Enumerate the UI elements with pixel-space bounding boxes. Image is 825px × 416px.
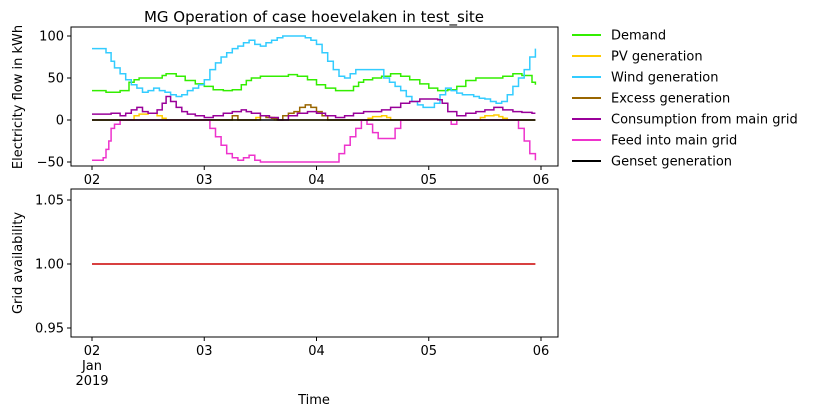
top-x-tick-label: 02 (84, 173, 101, 188)
top-y-axis-label: Electricity flow in kWh (11, 25, 26, 169)
legend: Demand PV generation Wind generation Excess… (572, 29, 798, 170)
legend-label-3: Excess generation (611, 92, 730, 107)
x-date-month: Jan (81, 359, 102, 374)
legend-label-6: Genset generation (611, 155, 732, 170)
top-x-tick-label: 04 (308, 173, 325, 188)
x-axis-label: Time (297, 393, 330, 408)
bottom-axes: 02 03 04 05 06 0.95 1.00 1.05 Grid availabilit… (11, 188, 559, 408)
bottom-y-tick-label: 1.05 (35, 194, 64, 209)
bottom-x-tick-label: 04 (308, 344, 325, 359)
top-axes: 02 03 04 05 06 −50 0 50 100 Electricity flow in… (11, 25, 559, 188)
top-series-line-1 (92, 112, 536, 121)
bottom-y-tick-label: 0.95 (35, 322, 64, 337)
top-y-tick-label: 100 (39, 30, 64, 45)
top-series-group (92, 35, 537, 163)
bottom-x-tick-label: 03 (196, 344, 213, 359)
bottom-x-ticks: 02 03 04 05 06 (84, 337, 550, 359)
top-y-tick-label: −50 (37, 156, 64, 171)
top-series-line-2 (92, 35, 537, 109)
top-x-tick-label: 03 (196, 173, 213, 188)
top-series-line-4 (92, 95, 536, 121)
top-series-line-5 (92, 119, 537, 163)
bottom-y-axis-label: Grid availability (11, 212, 26, 314)
bottom-x-tick-label: 06 (533, 344, 550, 359)
bottom-y-tick-label: 1.00 (35, 258, 64, 273)
legend-label-0: Demand (611, 29, 666, 44)
bottom-x-tick-label: 05 (420, 344, 437, 359)
top-x-tick-label: 06 (533, 173, 550, 188)
top-y-ticks: −50 0 50 100 (37, 30, 71, 171)
x-date-year: 2019 (75, 374, 108, 389)
top-axes-frame (70, 26, 559, 167)
legend-label-4: Consumption from main grid (611, 113, 798, 128)
legend-label-1: PV generation (611, 50, 703, 65)
top-series-line-0 (92, 73, 537, 94)
bottom-y-ticks: 0.95 1.00 1.05 (35, 194, 71, 337)
top-y-tick-label: 50 (47, 72, 64, 87)
bottom-axes-frame (70, 188, 559, 338)
legend-label-5: Feed into main grid (611, 134, 737, 149)
legend-label-2: Wind generation (611, 71, 719, 86)
top-series-line-3 (92, 104, 536, 121)
top-y-tick-label: 0 (56, 114, 64, 129)
top-x-ticks: 02 03 04 05 06 (84, 166, 550, 188)
chart-title: MG Operation of case hoevelaken in test_… (144, 8, 484, 27)
bottom-x-tick-label: 02 (84, 344, 101, 359)
top-x-tick-label: 05 (420, 173, 437, 188)
